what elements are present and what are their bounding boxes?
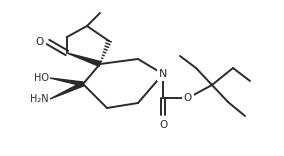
Text: O: O bbox=[159, 120, 167, 130]
Polygon shape bbox=[67, 53, 101, 66]
Text: HO: HO bbox=[34, 73, 49, 83]
Text: O: O bbox=[184, 93, 192, 103]
Polygon shape bbox=[50, 78, 83, 86]
Text: H₂N: H₂N bbox=[30, 94, 49, 104]
Text: O: O bbox=[36, 37, 44, 47]
Polygon shape bbox=[50, 82, 84, 99]
Text: N: N bbox=[159, 69, 167, 79]
